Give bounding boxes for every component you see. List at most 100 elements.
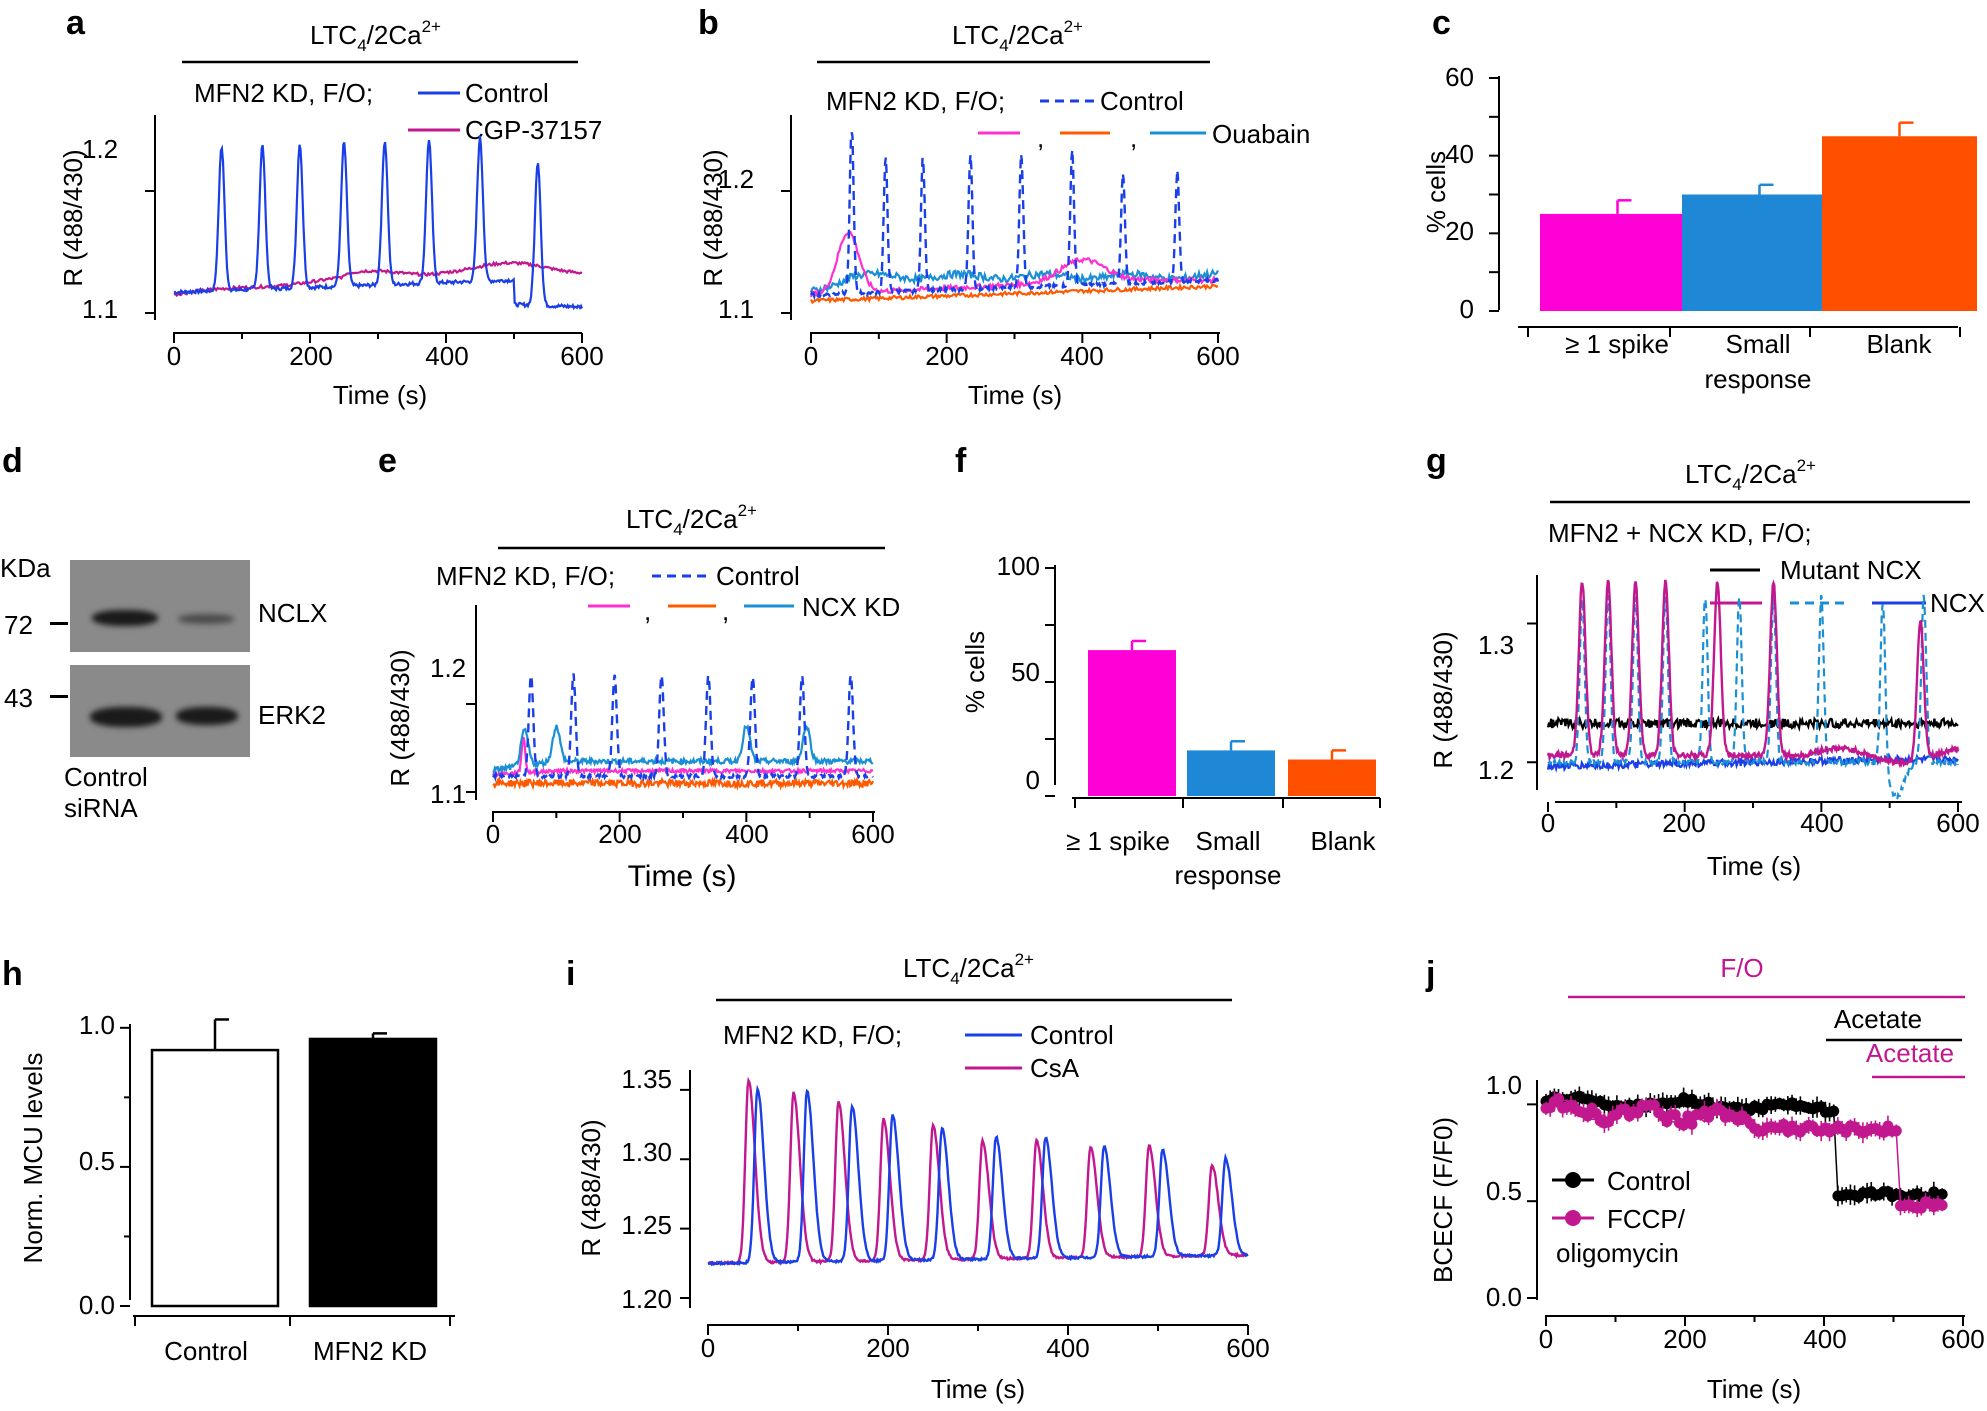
b-xtick-0: 0 xyxy=(804,341,818,371)
panel-letter-c: c xyxy=(1432,4,1451,42)
panel-i: LTC4/2Ca2+ MFN2 KD, F/O; Control CsA 1.3… xyxy=(576,950,1270,1404)
i-ytick-1.20: 1.20 xyxy=(621,1284,672,1314)
c-xtick-small: Small xyxy=(1725,329,1790,359)
f-ytick-0: 0 xyxy=(1026,765,1040,795)
g-ytick-1.3: 1.3 xyxy=(1478,630,1514,660)
b-xlabel: Time (s) xyxy=(968,380,1062,410)
a-xtick-400: 400 xyxy=(425,341,468,371)
e-series-ncx xyxy=(492,723,874,775)
a-xtick-200: 200 xyxy=(289,341,332,371)
e-xtick-400: 400 xyxy=(725,819,768,849)
j-ylabel: BCECF (F/F0) xyxy=(1428,1117,1458,1283)
j-legend-oligomycin: oligomycin xyxy=(1556,1238,1679,1268)
a-xtick-600: 600 xyxy=(560,341,603,371)
f-ylabel: % cells xyxy=(960,631,990,713)
j-ticks xyxy=(1527,1103,1964,1326)
panel-j: F/O Acetate Acetate 1.0 0.5 0.0 0 200 40… xyxy=(1428,953,1985,1404)
panel-letter-f: f xyxy=(955,442,967,480)
f-xtick-spike: ≥ 1 spike xyxy=(1066,826,1170,856)
panel-a: LTC4/2Ca2+ MFN2 KD, F/O; Control CGP-371… xyxy=(58,17,604,410)
f-bars-bar-2 xyxy=(1288,759,1376,796)
j-legend-fccp-marker xyxy=(1565,1210,1581,1226)
a-legend-prefix: MFN2 KD, F/O; xyxy=(194,78,373,108)
f-ytick-50: 50 xyxy=(1011,657,1040,687)
h-bars-bar-1 xyxy=(308,1037,438,1308)
f-ytick-100: 100 xyxy=(997,551,1040,581)
b-xtick-600: 600 xyxy=(1196,341,1239,371)
j-point-fccp xyxy=(1686,1118,1698,1130)
a-legend-control: Control xyxy=(465,78,549,108)
e-xlabel: Time (s) xyxy=(628,860,737,893)
b-ticks xyxy=(781,190,1219,343)
e-xtick-200: 200 xyxy=(598,819,641,849)
h-xtick-mfn2: MFN2 KD xyxy=(313,1336,427,1366)
e-legend-sep1: , xyxy=(644,596,651,626)
panel-letter-g: g xyxy=(1426,442,1447,480)
j-legend-control: Control xyxy=(1607,1166,1691,1196)
e-legend-sep2: , xyxy=(722,596,729,626)
b-legend-prefix: MFN2 KD, F/O; xyxy=(826,86,1005,116)
i-ticks xyxy=(680,1088,1249,1335)
j-xtick-400: 400 xyxy=(1803,1324,1846,1354)
i-legend-csa: CsA xyxy=(1030,1053,1080,1083)
c-ytick-0: 0 xyxy=(1460,294,1474,324)
e-legend-prefix: MFN2 KD, F/O; xyxy=(436,561,615,591)
j-point-fccp xyxy=(1553,1093,1565,1105)
band-erk2-label: ERK2 xyxy=(258,700,326,730)
i-ytick-1.35: 1.35 xyxy=(621,1064,672,1094)
j-ytick-0.0: 0.0 xyxy=(1486,1282,1522,1312)
c-ylabel: % cells xyxy=(1421,151,1451,233)
e-ylabel: R (488/430) xyxy=(385,649,415,786)
a-xtick-0: 0 xyxy=(167,341,181,371)
j-fo-label: F/O xyxy=(1720,953,1763,983)
a-ytick-1.1: 1.1 xyxy=(82,294,118,324)
panel-letter-e: e xyxy=(378,442,397,480)
panel-e: LTC4/2Ca2+ MFN2 KD, F/O; Control , , NCX… xyxy=(385,501,900,893)
h-ytick-1.0: 1.0 xyxy=(79,1010,115,1040)
i-xlabel: Time (s) xyxy=(931,1374,1025,1404)
i-xtick-400: 400 xyxy=(1046,1333,1089,1363)
panel-c: 60 40 20 0 % cells ≥ 1 spike Small respo… xyxy=(1421,62,1977,394)
blot-erk2 xyxy=(70,665,250,757)
a-series-control xyxy=(173,135,584,311)
e-legend-ncx: NCX KD xyxy=(802,592,900,622)
e-ticks xyxy=(466,703,874,822)
g-legend-mutant: Mutant NCX xyxy=(1780,555,1922,585)
j-ytick-1.0: 1.0 xyxy=(1486,1070,1522,1100)
g-xtick-0: 0 xyxy=(1541,808,1555,838)
e-ytick-1.1: 1.1 xyxy=(430,779,466,809)
panel-letter-h: h xyxy=(2,955,23,993)
b-legend-control: Control xyxy=(1100,86,1184,116)
j-point-fccp xyxy=(1890,1125,1902,1137)
j-point-fccp xyxy=(1678,1119,1690,1131)
j-point-fccp xyxy=(1682,1110,1694,1122)
c-xtick-blank: Blank xyxy=(1866,329,1932,359)
c-xtick-spike: ≥ 1 spike xyxy=(1565,329,1669,359)
h-ylabel: Norm. MCU levels xyxy=(18,1053,48,1264)
b-ytick-1.1: 1.1 xyxy=(718,294,754,324)
f-xtick-response: response xyxy=(1175,860,1282,890)
c-xtick-response: response xyxy=(1705,364,1812,394)
panel-letter-j: j xyxy=(1426,955,1436,993)
b-legend-ouabain: Ouabain xyxy=(1212,119,1310,149)
mw-72-label: 72 xyxy=(4,610,33,640)
h-bars-bar-0 xyxy=(150,1048,280,1308)
e-ytick-1.2: 1.2 xyxy=(430,653,466,683)
b-series-orange xyxy=(809,282,1219,305)
j-point-fccp xyxy=(1936,1199,1948,1211)
j-ytick-0.5: 0.5 xyxy=(1486,1176,1522,1206)
j-xtick-600: 600 xyxy=(1941,1324,1984,1354)
panel-letter-b: b xyxy=(698,4,719,42)
c-bars xyxy=(1489,77,1977,337)
h-bars xyxy=(120,1018,451,1326)
g-series-magenta xyxy=(1546,579,1960,769)
f-xtick-blank: Blank xyxy=(1310,826,1376,856)
g-series-ncx xyxy=(1546,752,1959,773)
mw-43-label: 43 xyxy=(4,683,33,713)
g-series-dashed xyxy=(1547,594,1960,802)
c-bars-bar-1 xyxy=(1682,194,1837,311)
f-bars xyxy=(1045,567,1381,808)
j-acetate-black-label: Acetate xyxy=(1834,1004,1922,1034)
b-xtick-400: 400 xyxy=(1060,341,1103,371)
